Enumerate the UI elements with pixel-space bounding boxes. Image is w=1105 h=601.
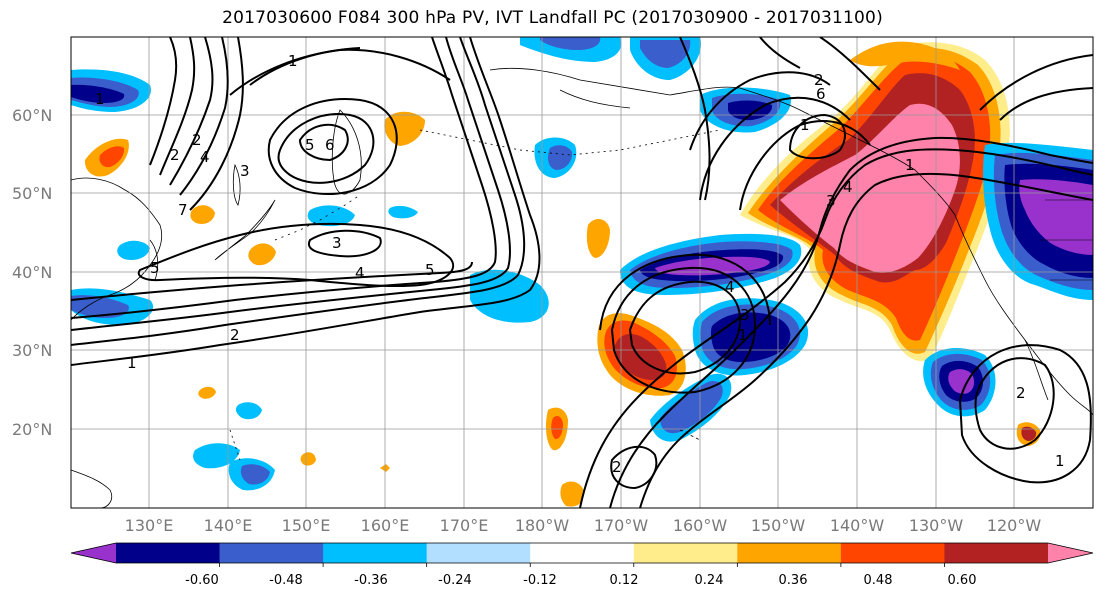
lat-label: 20°N [12, 420, 52, 439]
colorbar-segment [323, 543, 428, 563]
colorbar-segment [633, 543, 738, 563]
lat-label: 60°N [12, 106, 52, 125]
pv-label: 2 [612, 458, 622, 476]
pv-label: 3 [826, 192, 836, 210]
pv-label: 1 [288, 52, 298, 70]
colorbar-tick-label: 0.48 [864, 573, 893, 588]
colorbar-segment [219, 543, 324, 563]
pv-label: 7 [178, 201, 188, 219]
colorbar-tick-label: -0.24 [438, 573, 472, 588]
pv-label: 5 [305, 136, 315, 154]
colorbar-extend-min [71, 543, 116, 563]
pv-label: 6 [816, 85, 826, 103]
colorbar-tick-label: -0.12 [523, 573, 557, 588]
lon-label: 130°W [909, 516, 964, 535]
pv-label: 1 [1055, 452, 1065, 470]
lat-label: 50°N [12, 184, 52, 203]
colorbar-segment [840, 543, 945, 563]
colorbar-segment [530, 543, 635, 563]
pv-label: 3 [740, 306, 750, 324]
pv-label: 1 [800, 116, 810, 134]
pv-label: 5 [425, 261, 435, 279]
colorbar-tick-label: 0.36 [779, 573, 808, 588]
pv-label: 5 [150, 259, 160, 277]
lat-label: 40°N [12, 263, 52, 282]
lon-label: 140°W [830, 516, 885, 535]
latitude-labels: 60°N 50°N 40°N 30°N 20°N [12, 106, 52, 439]
colorbar-segment [944, 543, 1049, 563]
map-frame [70, 36, 1094, 509]
colorbar-tick-label: 0.60 [948, 573, 977, 588]
map-title: 2017030600 F084 300 hPa PV, IVT Landfall… [222, 8, 883, 28]
pv-label: 1 [95, 90, 105, 108]
colorbar-extend-max [1048, 543, 1093, 563]
pv-label: 2 [170, 146, 180, 164]
lon-label: 170°E [440, 516, 489, 535]
colorbar-tick-label: 0.12 [610, 573, 639, 588]
lon-label: 140°E [204, 516, 253, 535]
pv-contour-labels: 1 2 2 3 4 5 5 6 1 7 1 2 3 4 5 1 2 3 4 3 … [95, 52, 1065, 476]
pv-label: 1 [905, 156, 915, 174]
colorbar-tick-label: -0.60 [185, 573, 219, 588]
colorbar-segment [116, 543, 221, 563]
lon-label: 160°E [361, 516, 410, 535]
pv-label: 3 [332, 234, 342, 252]
lon-label: 150°E [282, 516, 331, 535]
pv-label: 3 [240, 162, 250, 180]
ivt-shading [71, 37, 1093, 507]
colorbar-outline [70, 542, 1094, 564]
colorbar-tick-label: -0.48 [269, 573, 303, 588]
colorbar-segment [737, 543, 842, 563]
gridlines [71, 37, 1093, 508]
colorbar [70, 542, 1094, 567]
pv-label: 4 [200, 148, 210, 166]
pv-label: 2 [1016, 384, 1026, 402]
pv-contours [71, 37, 1093, 508]
colorbar-tick-label: 0.24 [695, 573, 724, 588]
colorbar-segment [426, 543, 531, 563]
pv-label: 6 [325, 136, 335, 154]
lon-label: 180°W [515, 516, 570, 535]
lon-label: 130°E [125, 516, 174, 535]
longitude-labels: 130°E 140°E 150°E 160°E 170°E 180°W 170°… [125, 516, 1042, 535]
pv-label: 1 [127, 354, 137, 372]
pv-label: 4 [355, 264, 365, 282]
pv-label: 2 [192, 131, 202, 149]
pv-label: 4 [843, 178, 853, 196]
lon-label: 170°W [594, 516, 649, 535]
pv-label: 2 [814, 71, 824, 89]
colorbar-tick-label: -0.36 [354, 573, 388, 588]
lon-label: 120°W [987, 516, 1042, 535]
pv-label: 1 [738, 326, 748, 344]
lat-label: 30°N [12, 341, 52, 360]
pv-label: 4 [725, 278, 735, 296]
colorbar-labels: -0.60 -0.48 -0.36 -0.24 -0.12 0.12 0.24 … [185, 573, 976, 588]
lon-label: 160°W [673, 516, 728, 535]
lon-label: 150°W [751, 516, 806, 535]
pv-label: 2 [230, 326, 240, 344]
